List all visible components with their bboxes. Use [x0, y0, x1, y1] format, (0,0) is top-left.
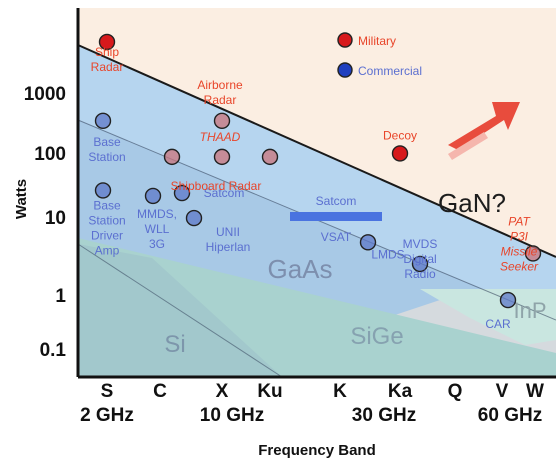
- point-label: THAAD: [200, 130, 241, 144]
- frequency-labels: 2 GHz 10 GHz 30 GHz 60 GHz: [80, 405, 542, 426]
- x-tick-labels: S C X Ku K Ka Q V W: [101, 381, 544, 402]
- data-points: Ship Radar Airborne Radar THAAD Decoy PAT P3I Mi…: [88, 33, 542, 331]
- point-label: Base Station Driver Amp: [88, 198, 125, 257]
- x-tick-label: Ku: [257, 381, 282, 402]
- legend: Military Commercial: [337, 32, 422, 78]
- legend-military-marker: [337, 32, 353, 48]
- region-label: InP: [513, 298, 546, 323]
- x-tick-label: C: [153, 381, 167, 402]
- point-label: LMDS: [371, 247, 404, 261]
- frequency-label: 60 GHz: [478, 405, 542, 426]
- military-point: [524, 245, 542, 262]
- commercial-point: [411, 255, 429, 273]
- military-point: [391, 145, 409, 162]
- x-axis-title: Frequency Band: [258, 442, 376, 459]
- x-tick-label: W: [526, 381, 544, 402]
- legend-commercial-label: Commercial: [358, 64, 422, 78]
- growth-arrow-group: [448, 102, 520, 160]
- x-tick-label: K: [333, 381, 347, 402]
- growth-arrow-tail: [448, 132, 488, 160]
- y-tick-labels: 1000 100 10 1 0.1: [24, 84, 67, 361]
- legend-military-label: Military: [358, 34, 396, 48]
- commercial-point: [94, 182, 112, 199]
- annotations: Shipboard Radar Satcom VSAT: [171, 179, 357, 244]
- frequency-label: 2 GHz: [80, 405, 134, 426]
- y-tick-label: 1: [55, 286, 66, 307]
- si-boundary-line: [77, 243, 283, 378]
- x-tick-label: V: [496, 381, 509, 402]
- military-point: [163, 148, 181, 166]
- x-tick-label: X: [216, 381, 229, 402]
- point-label: Satcom: [204, 186, 245, 200]
- region-label: Si: [164, 331, 185, 358]
- point-label: Ship Radar: [91, 45, 124, 74]
- military-point: [98, 33, 116, 51]
- shipboard-radar-label: Shipboard Radar: [171, 179, 262, 193]
- y-tick-label: 10: [45, 208, 66, 229]
- commercial-point: [499, 291, 517, 309]
- x-tick-label: S: [101, 381, 114, 402]
- point-label: CAR: [485, 317, 511, 331]
- frequency-label: 30 GHz: [352, 405, 416, 426]
- military-point: [213, 148, 231, 166]
- plot-area: GaAs GaN? InP SiGe Si Ship Radar Airborne Radar…: [76, 8, 556, 379]
- inp-region: [420, 289, 556, 345]
- point-label: PAT P3I Missile Seeker: [500, 214, 539, 273]
- region-label: SiGe: [350, 323, 403, 350]
- gan-boundary-line: [77, 44, 556, 258]
- y-axis-title: Watts: [13, 179, 30, 219]
- legend-commercial-marker: [337, 62, 353, 78]
- region-label: GaN?: [438, 188, 506, 218]
- x-tick-label: Ka: [388, 381, 413, 402]
- point-label: Decoy: [383, 128, 417, 142]
- y-tick-label: 1000: [24, 84, 66, 105]
- point-label: MMDS, WLL 3G: [137, 207, 177, 251]
- military-point: [261, 148, 279, 166]
- y-tick-label: 0.1: [40, 340, 67, 361]
- frequency-label: 10 GHz: [200, 405, 264, 426]
- satcom-band-bar: [290, 212, 382, 221]
- point-label: UNII Hiperlan: [206, 225, 251, 254]
- commercial-point: [94, 112, 112, 130]
- commercial-point: [144, 187, 162, 205]
- y-tick-label: 100: [34, 144, 66, 165]
- satcom-bar-group: [290, 212, 382, 221]
- military-point: [213, 112, 231, 130]
- region-label: GaAs: [267, 254, 332, 284]
- commercial-point: [359, 234, 377, 251]
- point-label: Airborne Radar: [197, 78, 243, 107]
- point-label: Base Station: [88, 135, 125, 164]
- commercial-point: [173, 184, 191, 202]
- region-labels: GaAs GaN? InP SiGe Si: [164, 188, 546, 358]
- growth-arrow: [448, 102, 520, 150]
- point-label: MVDS Digital Radio: [403, 237, 438, 281]
- satcom-vsat-label: Satcom VSAT: [316, 194, 357, 244]
- x-tick-label: Q: [448, 381, 463, 402]
- commercial-point: [185, 209, 203, 227]
